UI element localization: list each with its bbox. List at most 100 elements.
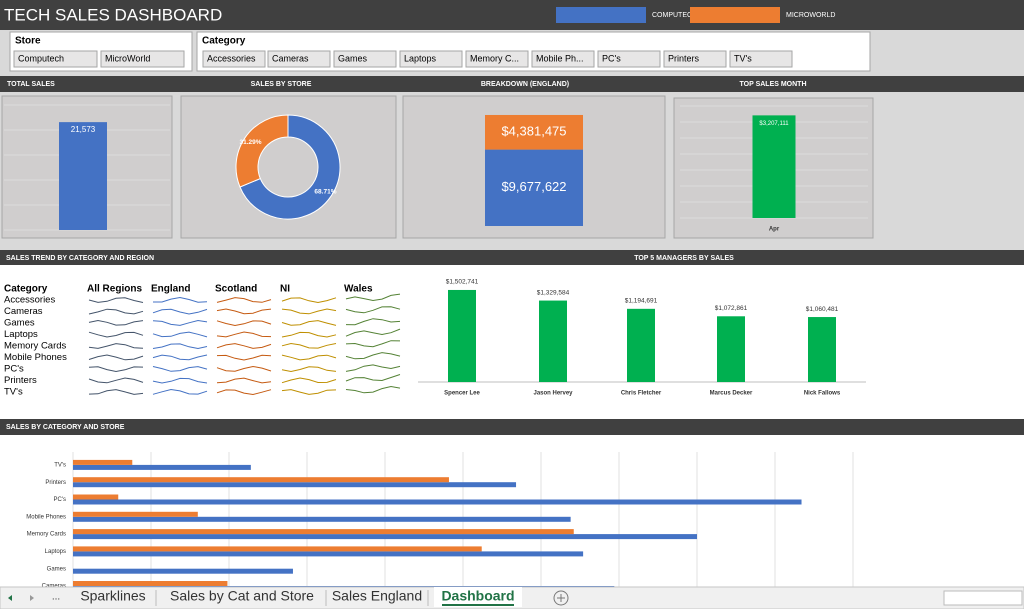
slicer-item[interactable]: PC's xyxy=(602,53,621,63)
add-sheet-plus xyxy=(557,594,565,602)
category-label: Mobile Phones xyxy=(4,352,67,363)
section-title: SALES TREND BY CATEGORY AND REGION xyxy=(6,255,154,262)
sparkline xyxy=(88,308,144,315)
sparkline xyxy=(345,352,401,360)
slicer-item[interactable]: TV's xyxy=(734,53,752,63)
add-sheet[interactable] xyxy=(553,590,569,606)
sparkline xyxy=(345,374,401,382)
slicer-item[interactable]: Computech xyxy=(18,53,64,63)
slicer-button[interactable] xyxy=(399,50,463,68)
category-label: Mobile Phones xyxy=(26,514,66,520)
slicer-item[interactable]: Printers xyxy=(668,53,700,63)
bar xyxy=(73,551,584,557)
bar xyxy=(59,122,107,230)
sparkline xyxy=(281,366,337,373)
slicer-item[interactable]: MicroWorld xyxy=(105,53,150,63)
sheet-tab[interactable]: ... xyxy=(52,592,60,603)
sparkline xyxy=(152,377,208,384)
slicer-button[interactable] xyxy=(100,50,185,68)
sparkline xyxy=(281,320,337,326)
tab-active[interactable] xyxy=(434,587,522,607)
sparkline xyxy=(345,340,401,348)
sparkline xyxy=(281,389,337,395)
category-label: TV's xyxy=(54,462,66,468)
region-header: All Regions xyxy=(87,284,142,295)
bar xyxy=(539,300,567,382)
slicer-button[interactable] xyxy=(465,50,529,68)
slicer-button[interactable] xyxy=(663,50,727,68)
nav-arrow xyxy=(8,595,12,601)
region-header: Wales xyxy=(344,284,373,295)
sparkline xyxy=(88,366,144,373)
section-bar xyxy=(0,250,1024,265)
slicer-item[interactable]: Memory C... xyxy=(470,53,519,63)
bar-segment xyxy=(485,114,583,150)
category-label: Games xyxy=(4,318,35,329)
data-label: $1,060,481 xyxy=(806,306,839,313)
slicer-title: Store xyxy=(15,36,41,47)
section-title: TOTAL SALES xyxy=(7,81,55,88)
slicer-item[interactable]: Games xyxy=(338,53,368,63)
sheet-tab[interactable]: Sales by Cat and Store xyxy=(170,588,314,604)
sparkline xyxy=(281,331,337,338)
sparkline xyxy=(216,377,272,384)
slicer-button[interactable] xyxy=(531,50,595,68)
sheet-tab[interactable]: Sparklines xyxy=(80,588,145,604)
sparkline xyxy=(152,366,208,372)
bar xyxy=(73,529,574,535)
sparkline xyxy=(216,297,272,303)
slicer-button[interactable] xyxy=(267,50,331,68)
sparkline xyxy=(216,343,272,349)
category-label: TV's xyxy=(4,387,23,398)
section-bar xyxy=(0,76,1024,92)
slicer-button[interactable] xyxy=(597,50,661,68)
sparkline xyxy=(281,377,337,384)
slicer-item[interactable]: Accessories xyxy=(207,53,256,63)
sparkline xyxy=(345,385,401,394)
scrollbar[interactable] xyxy=(943,590,1023,606)
data-label: $1,194,691 xyxy=(625,298,658,305)
sparkline xyxy=(281,297,337,304)
category-label: Laptops xyxy=(45,549,66,555)
category-label: Marcus Decker xyxy=(710,391,753,397)
region-header: Scotland xyxy=(215,284,257,295)
sparkline xyxy=(88,319,144,326)
slicer-item[interactable]: Laptops xyxy=(404,53,437,63)
category-label: Printers xyxy=(45,480,66,486)
sheet-tab[interactable]: Dashboard xyxy=(441,588,514,604)
category-label: PC's xyxy=(54,497,66,503)
category-label: Cameras xyxy=(4,306,43,317)
category-label: Memory Cards xyxy=(4,341,67,352)
slicer-button[interactable] xyxy=(333,50,397,68)
category-label: Games xyxy=(47,566,66,572)
slicer-button[interactable] xyxy=(202,50,266,68)
bar xyxy=(73,464,251,470)
sparkline xyxy=(216,389,272,396)
slicer-item[interactable]: Mobile Ph... xyxy=(536,53,584,63)
sheet-tab[interactable]: Sales England xyxy=(332,588,422,604)
slicer-item[interactable]: Cameras xyxy=(272,53,309,63)
slicer-button[interactable] xyxy=(729,50,793,68)
bar xyxy=(73,581,228,586)
section-title: TOP SALES MONTH xyxy=(739,81,806,88)
sparkline xyxy=(152,354,208,361)
category-label: Printers xyxy=(4,375,37,386)
pie-slice xyxy=(235,114,289,188)
sparkline xyxy=(345,328,401,337)
section-body xyxy=(0,435,1024,587)
bar xyxy=(73,459,133,465)
bar xyxy=(73,568,293,574)
sparkline xyxy=(216,365,272,372)
legend-swatch xyxy=(690,7,780,23)
bar xyxy=(448,289,476,382)
sparkline xyxy=(88,354,144,361)
bar xyxy=(717,316,745,382)
bar xyxy=(73,499,802,505)
bar xyxy=(808,317,836,382)
slicer-button[interactable] xyxy=(13,50,98,68)
data-label: $1,072,861 xyxy=(715,305,748,312)
section-body xyxy=(0,265,1024,419)
sparkline xyxy=(152,331,208,338)
